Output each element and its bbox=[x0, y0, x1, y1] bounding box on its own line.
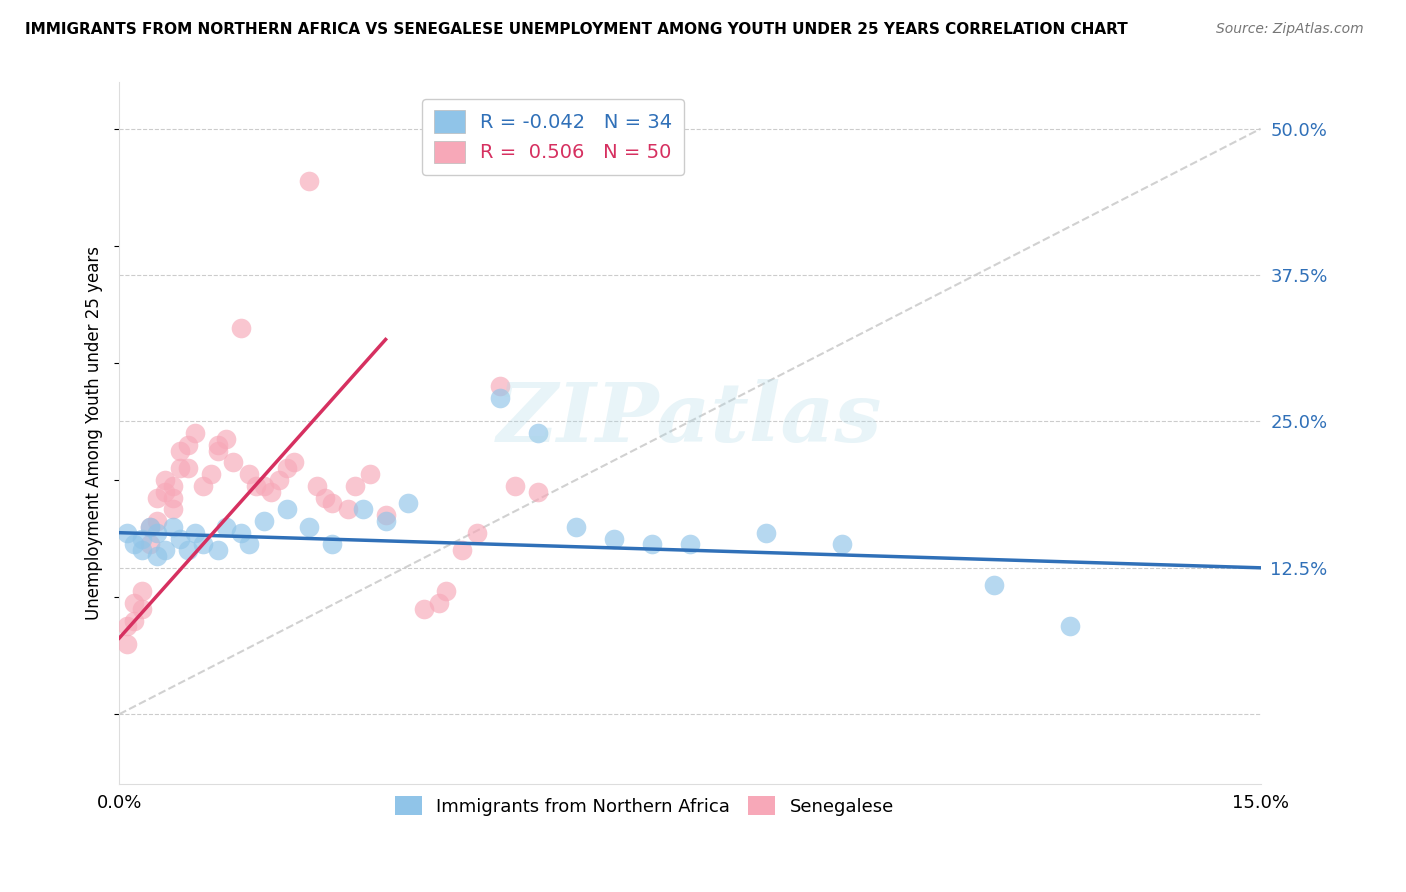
Point bbox=[276, 461, 298, 475]
Point bbox=[229, 320, 252, 334]
Point bbox=[207, 543, 229, 558]
Text: ZIPatlas: ZIPatlas bbox=[498, 379, 883, 459]
Point bbox=[169, 443, 191, 458]
Point bbox=[131, 584, 153, 599]
Point bbox=[162, 520, 184, 534]
Point bbox=[245, 479, 267, 493]
Point bbox=[488, 379, 510, 393]
Point bbox=[488, 391, 510, 405]
Point bbox=[222, 455, 245, 469]
Point bbox=[374, 508, 396, 522]
Point bbox=[115, 619, 138, 633]
Point bbox=[177, 438, 200, 452]
Point bbox=[450, 543, 472, 558]
Point bbox=[124, 614, 146, 628]
Point bbox=[831, 537, 853, 551]
Point bbox=[191, 479, 214, 493]
Point bbox=[177, 543, 200, 558]
Point bbox=[124, 596, 146, 610]
Legend: Immigrants from Northern Africa, Senegalese: Immigrants from Northern Africa, Senegal… bbox=[385, 787, 903, 824]
Point bbox=[184, 426, 207, 441]
Point bbox=[215, 432, 238, 446]
Point bbox=[465, 525, 488, 540]
Point bbox=[344, 479, 367, 493]
Point bbox=[321, 496, 343, 510]
Point bbox=[298, 520, 321, 534]
Point bbox=[138, 537, 160, 551]
Point bbox=[374, 514, 396, 528]
Point bbox=[131, 532, 153, 546]
Point bbox=[526, 426, 548, 441]
Point bbox=[115, 637, 138, 651]
Point bbox=[153, 543, 176, 558]
Point bbox=[184, 525, 207, 540]
Point bbox=[162, 502, 184, 516]
Text: Source: ZipAtlas.com: Source: ZipAtlas.com bbox=[1216, 22, 1364, 37]
Point bbox=[215, 520, 238, 534]
Point bbox=[679, 537, 702, 551]
Point bbox=[153, 473, 176, 487]
Point bbox=[162, 479, 184, 493]
Point bbox=[283, 455, 305, 469]
Point bbox=[641, 537, 664, 551]
Point bbox=[503, 479, 526, 493]
Point bbox=[229, 525, 252, 540]
Point bbox=[138, 520, 160, 534]
Point bbox=[146, 549, 169, 563]
Point bbox=[352, 502, 374, 516]
Point bbox=[238, 537, 260, 551]
Point bbox=[253, 514, 276, 528]
Point bbox=[755, 525, 778, 540]
Point bbox=[314, 491, 336, 505]
Text: IMMIGRANTS FROM NORTHERN AFRICA VS SENEGALESE UNEMPLOYMENT AMONG YOUTH UNDER 25 : IMMIGRANTS FROM NORTHERN AFRICA VS SENEG… bbox=[25, 22, 1128, 37]
Point bbox=[603, 532, 626, 546]
Point bbox=[427, 596, 450, 610]
Point bbox=[526, 484, 548, 499]
Point bbox=[307, 479, 329, 493]
Point bbox=[200, 467, 222, 482]
Point bbox=[124, 537, 146, 551]
Point bbox=[146, 514, 169, 528]
Point bbox=[436, 584, 458, 599]
Point bbox=[298, 174, 321, 188]
Point bbox=[1059, 619, 1081, 633]
Point bbox=[276, 502, 298, 516]
Point bbox=[207, 438, 229, 452]
Point bbox=[191, 537, 214, 551]
Point bbox=[207, 443, 229, 458]
Point bbox=[131, 602, 153, 616]
Point bbox=[115, 525, 138, 540]
Point bbox=[412, 602, 434, 616]
Point bbox=[253, 479, 276, 493]
Point bbox=[238, 467, 260, 482]
Point bbox=[396, 496, 419, 510]
Y-axis label: Unemployment Among Youth under 25 years: Unemployment Among Youth under 25 years bbox=[86, 246, 103, 620]
Point bbox=[336, 502, 359, 516]
Point bbox=[177, 461, 200, 475]
Point bbox=[138, 520, 160, 534]
Point bbox=[146, 525, 169, 540]
Point bbox=[131, 543, 153, 558]
Point bbox=[983, 578, 1005, 592]
Point bbox=[146, 491, 169, 505]
Point bbox=[162, 491, 184, 505]
Point bbox=[359, 467, 381, 482]
Point bbox=[321, 537, 343, 551]
Point bbox=[565, 520, 588, 534]
Point bbox=[153, 484, 176, 499]
Point bbox=[267, 473, 290, 487]
Point bbox=[169, 461, 191, 475]
Point bbox=[169, 532, 191, 546]
Point bbox=[260, 484, 283, 499]
